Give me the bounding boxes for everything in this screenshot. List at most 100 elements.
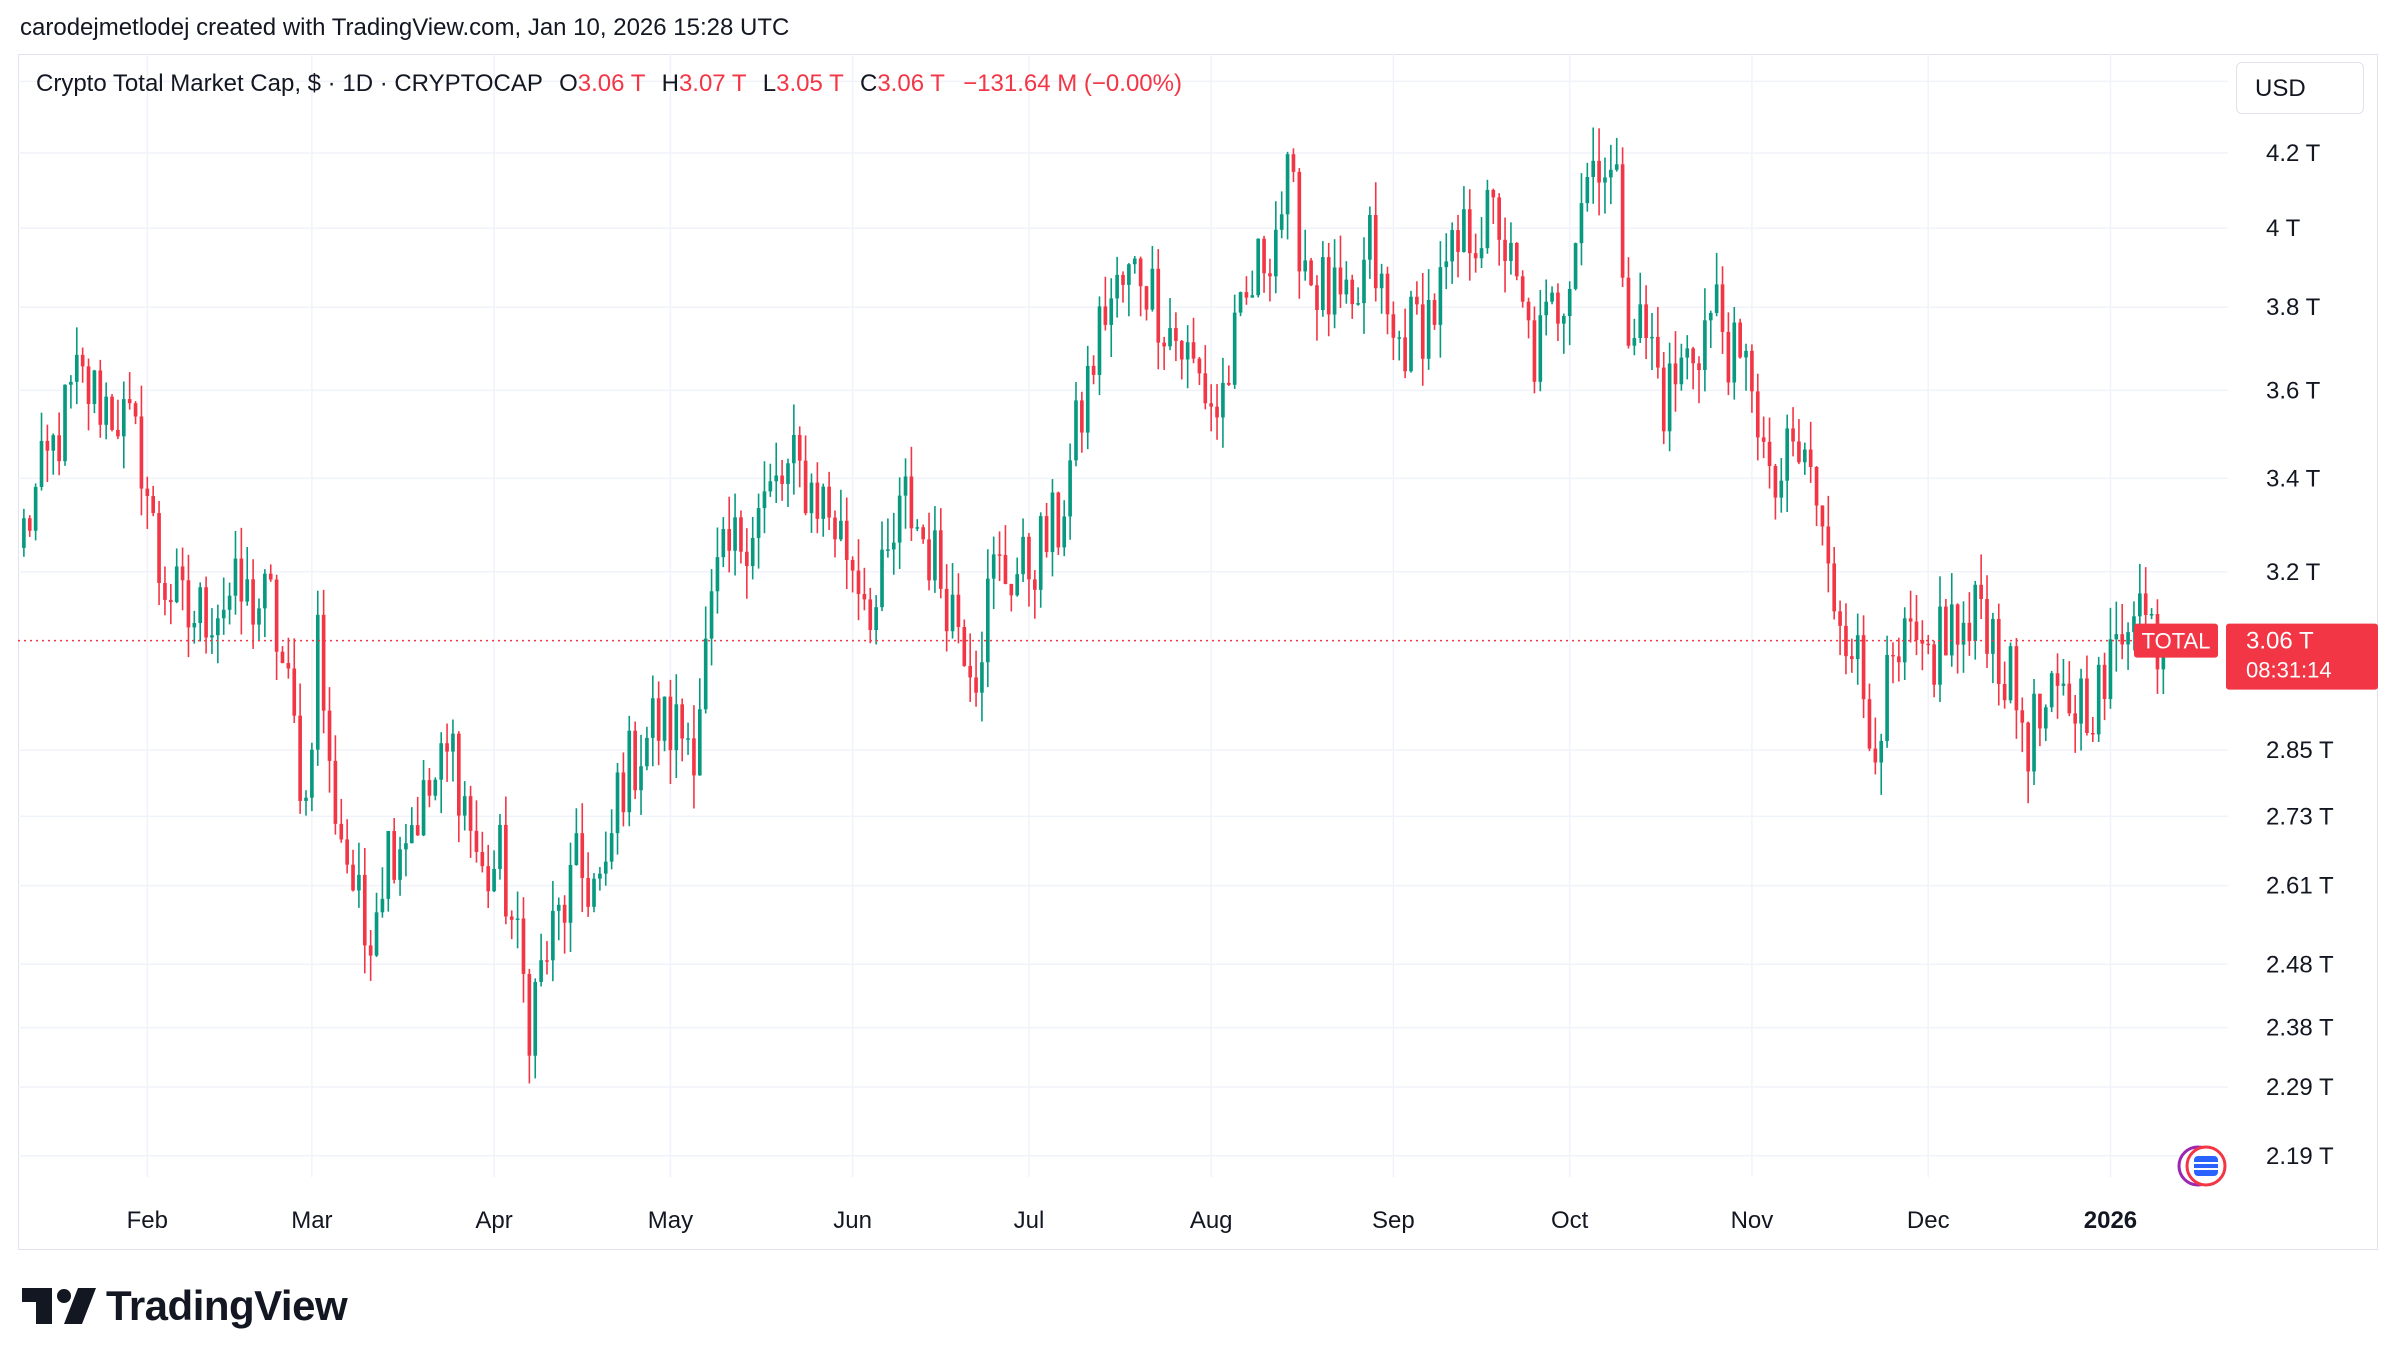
candle: [1609, 144, 1613, 205]
candle: [1009, 583, 1014, 612]
candle: [345, 819, 349, 874]
candle: [1955, 603, 1960, 674]
candle: [1491, 188, 1496, 224]
candle: [615, 763, 620, 855]
candle: [533, 978, 538, 1079]
candle: [63, 384, 67, 466]
candle: [1597, 128, 1601, 216]
candle: [2014, 638, 2019, 739]
candle: [116, 399, 120, 440]
candle: [404, 823, 408, 877]
chart-pane[interactable]: [18, 54, 2378, 1250]
grid-lines: [18, 54, 2228, 1177]
candle: [521, 897, 526, 1003]
legend-close-label: C: [859, 70, 878, 97]
candle: [1080, 391, 1084, 453]
candle: [280, 646, 285, 664]
candle: [163, 566, 167, 616]
candle: [821, 483, 826, 537]
legend-change-value: −131.64 M (−0.00%): [963, 70, 1182, 97]
candle: [1132, 255, 1137, 274]
candle: [933, 506, 937, 593]
y-tick-label: 3.8 T: [2266, 294, 2321, 321]
candle: [938, 508, 943, 599]
candle: [168, 583, 173, 625]
candle: [1691, 346, 1695, 390]
candle: [1932, 640, 1936, 698]
candle: [2149, 608, 2154, 620]
candle: [1726, 312, 1731, 396]
candle: [462, 781, 467, 831]
candle: [1168, 297, 1172, 351]
candle: [1285, 151, 1290, 240]
candle: [1197, 356, 1202, 386]
candle: [1362, 237, 1366, 334]
candle: [474, 800, 479, 863]
candle: [39, 412, 44, 491]
candle: [556, 897, 561, 941]
x-tick-label: May: [648, 1207, 693, 1234]
candle: [1632, 318, 1637, 356]
candle: [1203, 345, 1208, 410]
time-axis: Feb Mar Apr May Jun Jul Aug Sep Oct Nov Dec 2026: [127, 1207, 2138, 1234]
candle: [1550, 286, 1554, 305]
candle: [1103, 276, 1108, 331]
candle: [1315, 275, 1319, 341]
candle: [1844, 603, 1848, 675]
candle: [2126, 622, 2130, 670]
candle: [1902, 607, 1907, 680]
candle: [216, 604, 220, 664]
x-tick-label: Sep: [1372, 1207, 1415, 1234]
candle: [374, 892, 379, 957]
candle: [380, 867, 385, 918]
candlestick-chart[interactable]: 4.4 T4.2 T4 T3.8 T3.6 T3.4 T3.2 T2.85 T2…: [18, 54, 2378, 1250]
candle: [1303, 229, 1308, 281]
candle: [445, 723, 449, 782]
candle: [985, 549, 990, 688]
legend-symbol[interactable]: Crypto Total Market Cap, $ · 1D · CRYPTO…: [36, 70, 543, 97]
candle: [1908, 590, 1913, 643]
candle: [1626, 257, 1631, 349]
candle: [192, 610, 197, 644]
candle: [1244, 276, 1249, 305]
candle: [1944, 598, 1948, 656]
candle: [1238, 291, 1243, 317]
candle: [886, 518, 890, 558]
candle: [1750, 344, 1754, 413]
candle: [715, 527, 720, 614]
candle: [362, 848, 367, 974]
candle: [1585, 162, 1590, 212]
candle: [539, 933, 543, 987]
x-tick-label: Dec: [1907, 1207, 1950, 1234]
candle: [1291, 148, 1296, 183]
candle: [1373, 182, 1378, 302]
candle: [1232, 294, 1237, 389]
candle: [545, 941, 549, 975]
candle: [668, 679, 673, 785]
candle: [421, 759, 426, 837]
tradingview-logo[interactable]: TradingView: [22, 1282, 348, 1330]
candle: [768, 463, 773, 497]
candle: [492, 850, 496, 893]
candle: [950, 563, 955, 639]
currency-button[interactable]: USD: [2236, 62, 2364, 114]
candle: [903, 458, 908, 529]
candle: [839, 489, 843, 542]
candle: [827, 471, 831, 530]
candle: [1832, 546, 1837, 620]
legend-high-value: 3.07 T: [678, 70, 747, 97]
economic-events-icon[interactable]: [2177, 1145, 2227, 1187]
candle: [415, 796, 420, 836]
candle: [51, 433, 56, 475]
candle: [1797, 419, 1801, 465]
candle: [1526, 297, 1531, 339]
candle: [1826, 495, 1831, 593]
candle: [315, 590, 320, 766]
candle: [1879, 733, 1884, 795]
candle: [815, 462, 820, 534]
candle: [868, 587, 873, 644]
candle: [251, 559, 255, 649]
candle: [1938, 576, 1942, 703]
candle: [1150, 245, 1155, 312]
candle: [221, 577, 226, 635]
